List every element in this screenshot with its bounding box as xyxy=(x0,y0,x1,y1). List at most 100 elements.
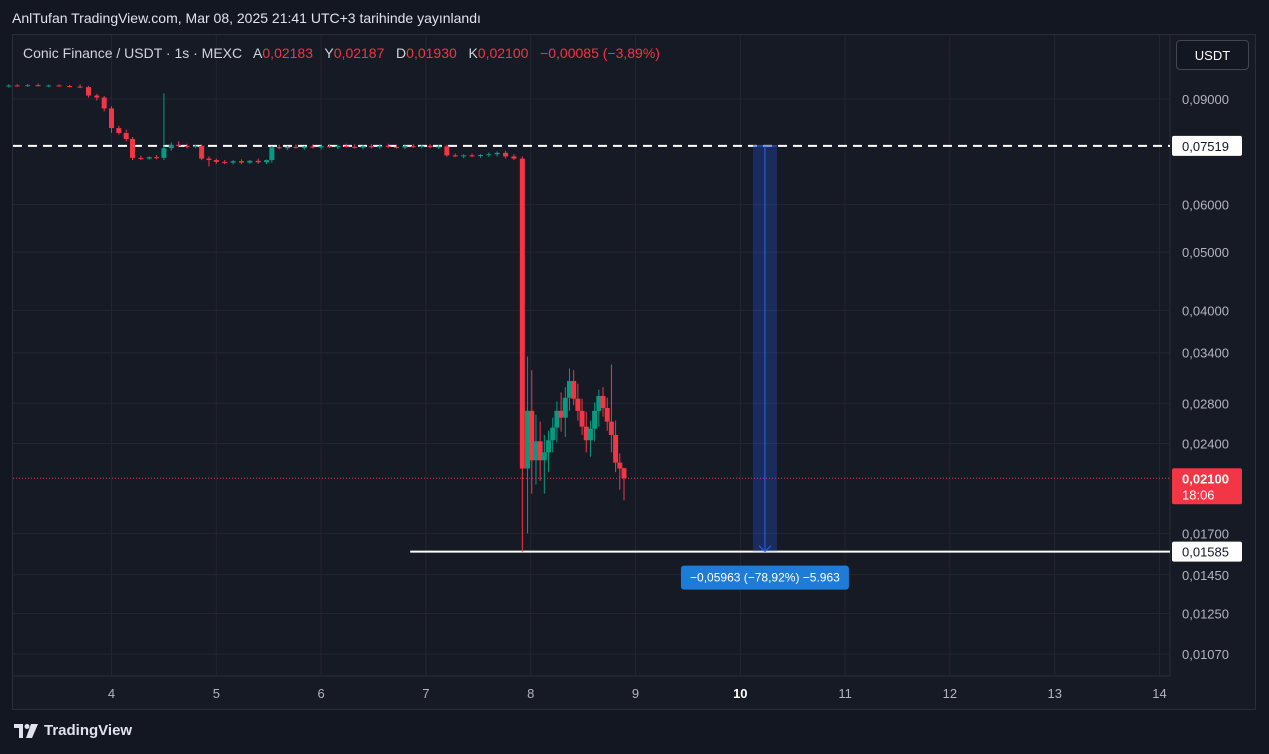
candle-body xyxy=(579,410,585,427)
candle-body xyxy=(192,145,198,147)
high-value: 0,02187 xyxy=(333,45,385,61)
change-value: −0,00085 (−3,89%) xyxy=(540,45,660,61)
last-price-label: 0,02100 xyxy=(1182,471,1229,486)
candle-body xyxy=(213,160,219,162)
candle-body xyxy=(352,146,358,148)
candle-body xyxy=(385,145,391,147)
candle-body xyxy=(269,147,275,161)
time-axis: 4 5 6 7 8 9 10 11 12 13 14 xyxy=(108,686,1167,701)
candle-body xyxy=(129,138,135,158)
price-tick-label: 0,06000 xyxy=(1182,198,1229,213)
candle-body xyxy=(222,161,228,163)
candle-body xyxy=(435,146,441,148)
price-tick-label: 0,02400 xyxy=(1182,436,1229,451)
candle-body xyxy=(238,161,244,163)
candle-body xyxy=(247,160,253,163)
low-label: D xyxy=(396,45,407,61)
candle-body xyxy=(525,410,531,469)
candles xyxy=(6,83,627,552)
symbol-name: Conic Finance / USDT · 1s · MEXC xyxy=(23,45,243,61)
tradingview-logo-icon xyxy=(14,723,38,738)
measure-arrow-head xyxy=(758,545,772,553)
close-value: 0,02100 xyxy=(477,45,529,61)
last-price-marker xyxy=(1172,468,1242,505)
candle-body xyxy=(77,86,83,88)
tradingview-brand: TradingView xyxy=(14,722,132,739)
candle-body xyxy=(503,152,509,157)
horizontal-lines xyxy=(13,144,1170,553)
price-tick-label: 0,01250 xyxy=(1182,606,1229,621)
candle-body xyxy=(558,410,564,418)
candle-body xyxy=(600,395,606,408)
candle-body xyxy=(310,146,316,148)
candle-body xyxy=(571,381,577,399)
brand-label: TradingView xyxy=(44,722,133,739)
price-tick-label: 0,01070 xyxy=(1182,647,1229,662)
candle-body xyxy=(537,441,543,461)
candle-body xyxy=(176,144,182,146)
published-text: AnlTufan TradingView.com, Mar 08, 2025 2… xyxy=(12,10,481,26)
candle-body xyxy=(613,434,619,463)
candle-body xyxy=(199,145,205,159)
level-price-marker xyxy=(1172,135,1242,156)
time-tick-label: 13 xyxy=(1047,686,1061,701)
candle-body xyxy=(109,108,115,129)
candle-body xyxy=(469,155,475,157)
candle-body xyxy=(168,144,174,149)
candle-body xyxy=(444,146,450,156)
candle-body xyxy=(587,428,593,441)
price-range-measurement: −0,05963 (−78,92%) −5.963 xyxy=(680,145,849,590)
time-tick-label: 6 xyxy=(317,686,324,701)
candle-body xyxy=(554,410,560,428)
candle-body xyxy=(285,146,291,149)
candle-body xyxy=(621,468,627,479)
close-label: K xyxy=(468,45,478,61)
candle-body xyxy=(123,132,129,139)
time-tick-label: 4 xyxy=(108,686,115,701)
candle-body xyxy=(14,85,20,87)
candle-body xyxy=(206,158,212,161)
low-value: 0,01930 xyxy=(406,45,457,61)
candle-body xyxy=(154,157,160,159)
candle-body xyxy=(377,145,383,148)
candle-body xyxy=(184,145,190,147)
candle-body xyxy=(35,85,41,87)
time-tick-label: 12 xyxy=(943,686,957,701)
candle-body xyxy=(301,146,307,148)
measure-label-text: −0,05963 (−78,92%) −5.963 xyxy=(690,571,840,585)
price-tick-label: 0,02800 xyxy=(1182,396,1229,411)
candle-body xyxy=(46,85,52,87)
candle-body xyxy=(546,440,552,453)
currency-button[interactable]: USDT xyxy=(1176,40,1249,70)
price-tick-label: 0,05000 xyxy=(1182,245,1229,260)
candle-body xyxy=(529,410,535,461)
candle-body xyxy=(326,146,332,148)
candle-body xyxy=(101,97,107,109)
candle-body xyxy=(94,95,100,98)
candle-body xyxy=(519,158,525,469)
candle-body xyxy=(146,157,152,159)
candle-body xyxy=(541,452,547,461)
open-value: 0,02183 xyxy=(262,45,313,61)
candle-body xyxy=(494,152,500,155)
time-tick-label: 10 xyxy=(733,686,747,701)
candle-body xyxy=(335,145,341,148)
candle-body xyxy=(360,146,366,148)
candle-body xyxy=(533,441,539,461)
candle-body xyxy=(617,462,623,469)
time-tick-label: 9 xyxy=(632,686,639,701)
time-tick-label: 11 xyxy=(838,686,852,701)
candle-body xyxy=(6,85,12,87)
candle-body xyxy=(25,85,31,87)
candle-body xyxy=(402,146,408,148)
candle-body xyxy=(608,421,614,435)
candle-body xyxy=(161,148,167,158)
candle-body xyxy=(604,407,610,422)
candle-body xyxy=(276,147,282,149)
open-label: A xyxy=(253,45,263,61)
candle-body xyxy=(583,426,589,441)
time-tick-label: 8 xyxy=(527,686,534,701)
candle-body xyxy=(562,397,568,418)
candle-body xyxy=(56,85,62,87)
